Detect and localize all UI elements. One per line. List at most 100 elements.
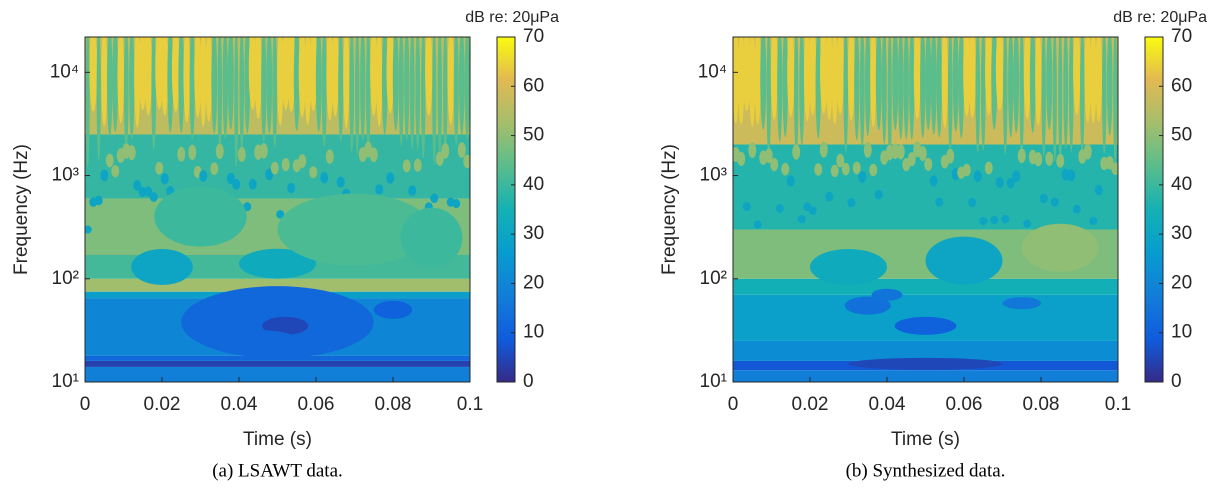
field-streak — [958, 37, 964, 139]
field-spot — [863, 141, 872, 158]
field-streak — [96, 37, 101, 162]
field-streak — [309, 37, 318, 112]
field-streak — [112, 37, 119, 132]
x-axis-label: Time (s) — [243, 429, 312, 450]
field-streak — [909, 37, 915, 140]
field-streak — [338, 37, 344, 143]
field-spot — [973, 170, 982, 182]
field-streak — [161, 37, 169, 116]
field-streak — [843, 37, 849, 153]
field-streak — [447, 37, 454, 125]
field-streak — [277, 37, 284, 126]
field-streak — [239, 37, 245, 152]
field-streak — [864, 37, 871, 137]
field-spot — [907, 152, 916, 167]
field-spot — [896, 144, 905, 160]
field-streak — [903, 37, 909, 140]
field-streak — [980, 37, 986, 151]
field-streak — [443, 37, 448, 159]
field-streak — [742, 37, 751, 111]
caption: (a) LSAWT data. — [212, 460, 343, 481]
colorbar-tick-label: 30 — [1171, 223, 1192, 244]
field-streak — [787, 37, 795, 118]
field-spot — [336, 176, 345, 188]
field-streak — [227, 37, 234, 130]
field-spot — [463, 154, 470, 169]
field-blob — [262, 316, 309, 335]
field-spot — [781, 162, 790, 176]
field-streak — [825, 37, 833, 120]
colorbar-tick-label: 20 — [523, 272, 544, 293]
field-spot — [979, 216, 988, 226]
field-blob — [810, 249, 887, 286]
field-streak — [222, 37, 228, 140]
field-streak — [1023, 37, 1031, 120]
field-spot — [786, 175, 795, 187]
field-streak — [326, 37, 334, 121]
field-streak — [985, 37, 993, 116]
field-streak — [782, 37, 788, 138]
field-streak — [749, 37, 756, 127]
field-streak — [1002, 37, 1008, 155]
field-streak — [770, 37, 778, 120]
field-streak — [304, 37, 311, 125]
field-blob — [373, 300, 413, 319]
field-streak — [331, 37, 339, 117]
field-streak — [968, 37, 976, 118]
field-spot — [819, 141, 828, 158]
field-streak — [293, 37, 300, 131]
field-spot — [753, 220, 762, 229]
field-spot — [847, 197, 856, 208]
field-streak — [941, 37, 948, 128]
field-streak — [1008, 37, 1014, 138]
field-streak — [376, 37, 383, 127]
field-spot — [441, 143, 450, 159]
colorbar-label: dB re: 20μPa — [465, 9, 559, 26]
field-spot — [1012, 170, 1021, 183]
field-streak — [887, 37, 892, 163]
field-spot — [968, 197, 977, 208]
field-spot — [924, 157, 933, 171]
field-streak — [234, 37, 239, 168]
field-streak — [1080, 37, 1085, 156]
field — [85, 37, 470, 382]
x-tick-label: 0.06 — [298, 394, 335, 415]
field-streak — [244, 37, 251, 134]
field-streak — [831, 37, 838, 125]
field-streak — [134, 37, 141, 128]
field-streak — [1019, 37, 1024, 157]
x-tick-label: 0.02 — [792, 394, 829, 415]
field-streak — [398, 37, 404, 147]
field-streak — [349, 37, 355, 153]
field-spot — [764, 148, 773, 164]
colorbar-tick-label: 10 — [1171, 322, 1192, 343]
field-streak — [205, 37, 213, 122]
field-streak — [343, 37, 350, 129]
field-streak — [859, 37, 865, 147]
field-streak — [189, 37, 195, 140]
field-streak — [881, 37, 887, 144]
field-spot — [325, 149, 334, 164]
field-spot — [237, 147, 246, 162]
field-spot — [85, 225, 92, 234]
field-streak — [287, 37, 296, 112]
x-tick-label: 0.1 — [457, 394, 483, 415]
field-streak — [836, 37, 844, 115]
field-streak — [1113, 37, 1118, 164]
field-spot — [775, 203, 784, 213]
field-spot — [188, 144, 197, 160]
field-streak — [272, 37, 278, 149]
field-blob — [1021, 223, 1099, 272]
field-streak — [925, 37, 932, 130]
field-streak — [211, 37, 218, 134]
colorbar-tick-label: 50 — [523, 125, 544, 146]
field-spot — [836, 153, 845, 168]
field-streak — [1041, 37, 1046, 158]
field-streak — [366, 37, 371, 156]
field-streak — [144, 37, 152, 116]
field-spot — [814, 163, 823, 176]
field-streak — [85, 37, 90, 168]
field-streak — [437, 37, 442, 158]
x-tick-label: 0.04 — [221, 394, 258, 415]
field-streak — [1063, 37, 1069, 149]
